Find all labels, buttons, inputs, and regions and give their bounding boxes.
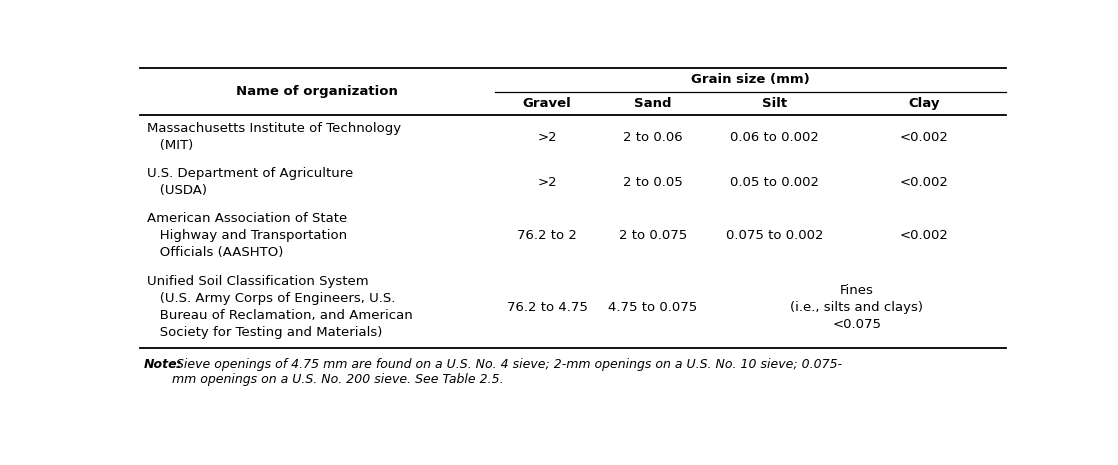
Text: 0.075 to 0.002: 0.075 to 0.002 — [726, 229, 823, 242]
Text: Note:: Note: — [144, 359, 182, 372]
Text: Unified Soil Classification System
   (U.S. Army Corps of Engineers, U.S.
   Bur: Unified Soil Classification System (U.S.… — [146, 275, 413, 339]
Text: Gravel: Gravel — [522, 97, 571, 110]
Text: <0.002: <0.002 — [900, 175, 948, 188]
Text: 0.06 to 0.002: 0.06 to 0.002 — [730, 131, 818, 144]
Text: Grain size (mm): Grain size (mm) — [691, 73, 809, 86]
Text: <0.002: <0.002 — [900, 229, 948, 242]
Text: <0.002: <0.002 — [900, 131, 948, 144]
Text: 0.05 to 0.002: 0.05 to 0.002 — [730, 175, 818, 188]
Text: 76.2 to 4.75: 76.2 to 4.75 — [506, 301, 587, 314]
Text: Name of organization: Name of organization — [236, 85, 398, 98]
Text: 2 to 0.075: 2 to 0.075 — [619, 229, 688, 242]
Text: Silt: Silt — [761, 97, 787, 110]
Text: 4.75 to 0.075: 4.75 to 0.075 — [608, 301, 698, 314]
Text: 76.2 to 2: 76.2 to 2 — [517, 229, 577, 242]
Text: >2: >2 — [537, 131, 557, 144]
Text: American Association of State
   Highway and Transportation
   Officials (AASHTO: American Association of State Highway an… — [146, 212, 347, 259]
Text: Clay: Clay — [908, 97, 939, 110]
Text: 2 to 0.06: 2 to 0.06 — [624, 131, 683, 144]
Text: Sand: Sand — [634, 97, 672, 110]
Text: Fines
(i.e., silts and clays)
<0.075: Fines (i.e., silts and clays) <0.075 — [790, 284, 923, 331]
Text: Massachusetts Institute of Technology
   (MIT): Massachusetts Institute of Technology (M… — [146, 122, 401, 152]
Text: 2 to 0.05: 2 to 0.05 — [623, 175, 683, 188]
Text: U.S. Department of Agriculture
   (USDA): U.S. Department of Agriculture (USDA) — [146, 167, 353, 197]
Text: Sieve openings of 4.75 mm are found on a U.S. No. 4 sieve; 2-mm openings on a U.: Sieve openings of 4.75 mm are found on a… — [172, 359, 842, 386]
Text: >2: >2 — [537, 175, 557, 188]
